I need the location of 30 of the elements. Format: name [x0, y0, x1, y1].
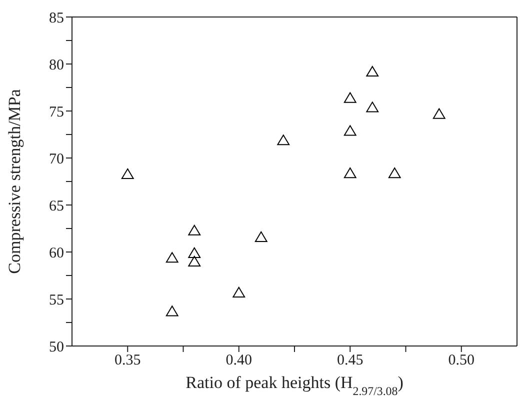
x-axis-title: Ratio of peak heights (H$_{2.97/3.08}$) — [186, 373, 404, 398]
point — [344, 125, 356, 136]
point — [188, 224, 201, 236]
y-tick-label: 75 — [49, 104, 64, 120]
point — [344, 92, 356, 103]
point — [366, 102, 379, 112]
y-tick-label: 85 — [49, 10, 64, 26]
y-tick-label: 55 — [49, 292, 64, 308]
point — [188, 256, 201, 266]
y-axis-title: Compressive strength/MPa — [5, 88, 24, 274]
point — [166, 306, 178, 316]
x-tick-label: 0.40 — [226, 352, 252, 369]
point — [166, 252, 178, 263]
y-tick-label: 65 — [49, 198, 64, 214]
point — [277, 134, 290, 146]
y-tick-label: 60 — [49, 245, 64, 262]
point — [366, 66, 379, 77]
point — [344, 167, 356, 178]
y-tick-label: 80 — [49, 57, 64, 74]
x-tick-label: 0.35 — [114, 352, 141, 369]
point — [232, 286, 246, 298]
point — [254, 231, 268, 242]
x-tick-label: 0.45 — [337, 352, 364, 369]
x-tick-label: 0.50 — [448, 352, 474, 369]
point — [388, 167, 401, 178]
point — [121, 168, 134, 180]
point — [432, 108, 446, 119]
y-tick-label: 50 — [49, 339, 64, 356]
point — [188, 247, 201, 258]
y-tick-label: 70 — [49, 151, 64, 168]
